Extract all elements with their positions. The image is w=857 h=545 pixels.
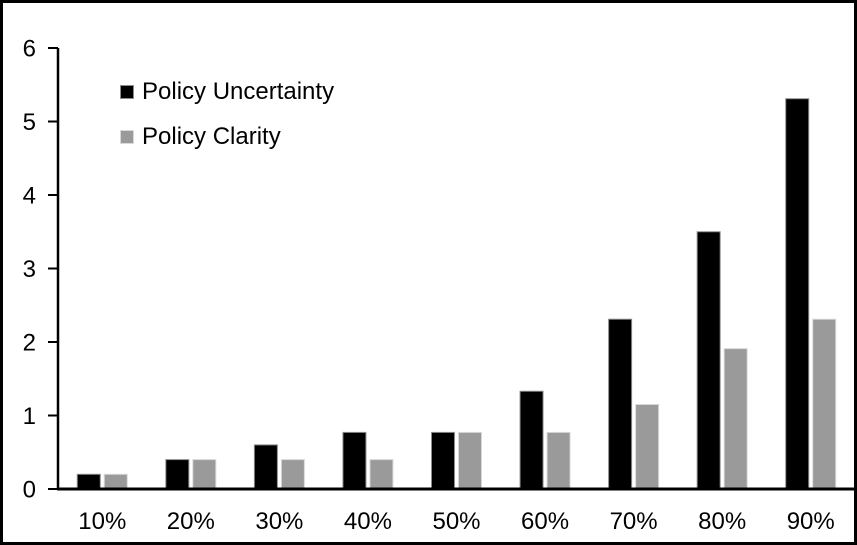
x-tick-label: 70%	[610, 508, 658, 535]
y-tick-label: 2	[23, 329, 36, 356]
bar-policy-clarity-20%	[192, 459, 217, 490]
bar-policy-clarity-90%	[812, 318, 837, 490]
x-tick-label: 90%	[787, 508, 835, 535]
bar-policy-uncertainty-60%	[519, 390, 544, 490]
bar-policy-uncertainty-50%	[431, 431, 455, 490]
bar-policy-clarity-10%	[103, 473, 128, 490]
legend: Policy Uncertainty Policy Clarity	[120, 78, 334, 151]
x-tick-label: 50%	[432, 508, 480, 535]
legend-label-policy-uncertainty: Policy Uncertainty	[142, 78, 335, 105]
x-tick-label: 30%	[255, 508, 303, 535]
bar-policy-clarity-30%	[280, 459, 305, 490]
bar-policy-uncertainty-10%	[76, 473, 101, 490]
y-tick-label: 6	[23, 35, 36, 62]
legend-item-policy-clarity: Policy Clarity	[120, 123, 334, 151]
x-tick-label: 10%	[78, 508, 126, 535]
bar-policy-uncertainty-40%	[342, 431, 367, 490]
bar-policy-uncertainty-90%	[785, 98, 810, 490]
bar-policy-uncertainty-20%	[165, 459, 190, 490]
y-tick-label: 4	[23, 182, 36, 209]
bar-policy-uncertainty-80%	[696, 231, 721, 490]
bar-policy-clarity-50%	[458, 431, 482, 490]
legend-label-policy-clarity: Policy Clarity	[142, 123, 281, 150]
bar-policy-uncertainty-30%	[253, 444, 278, 490]
legend-item-policy-uncertainty: Policy Uncertainty	[120, 78, 334, 106]
bar-policy-uncertainty-70%	[608, 318, 633, 490]
legend-swatch-policy-clarity	[120, 130, 134, 144]
x-tick-label: 80%	[698, 508, 746, 535]
y-tick-label: 5	[23, 109, 36, 136]
y-tick-label: 0	[23, 476, 36, 503]
x-tick-label: 20%	[167, 508, 215, 535]
bar-policy-clarity-70%	[635, 403, 660, 490]
y-tick-label: 3	[23, 256, 36, 283]
x-tick-label: 40%	[344, 508, 392, 535]
y-tick-label: 1	[23, 403, 36, 430]
bar-policy-clarity-80%	[723, 348, 748, 490]
legend-swatch-policy-uncertainty	[120, 85, 134, 99]
x-tick-label: 60%	[521, 508, 569, 535]
bar-policy-clarity-40%	[369, 459, 394, 490]
bar-policy-clarity-60%	[546, 431, 571, 490]
